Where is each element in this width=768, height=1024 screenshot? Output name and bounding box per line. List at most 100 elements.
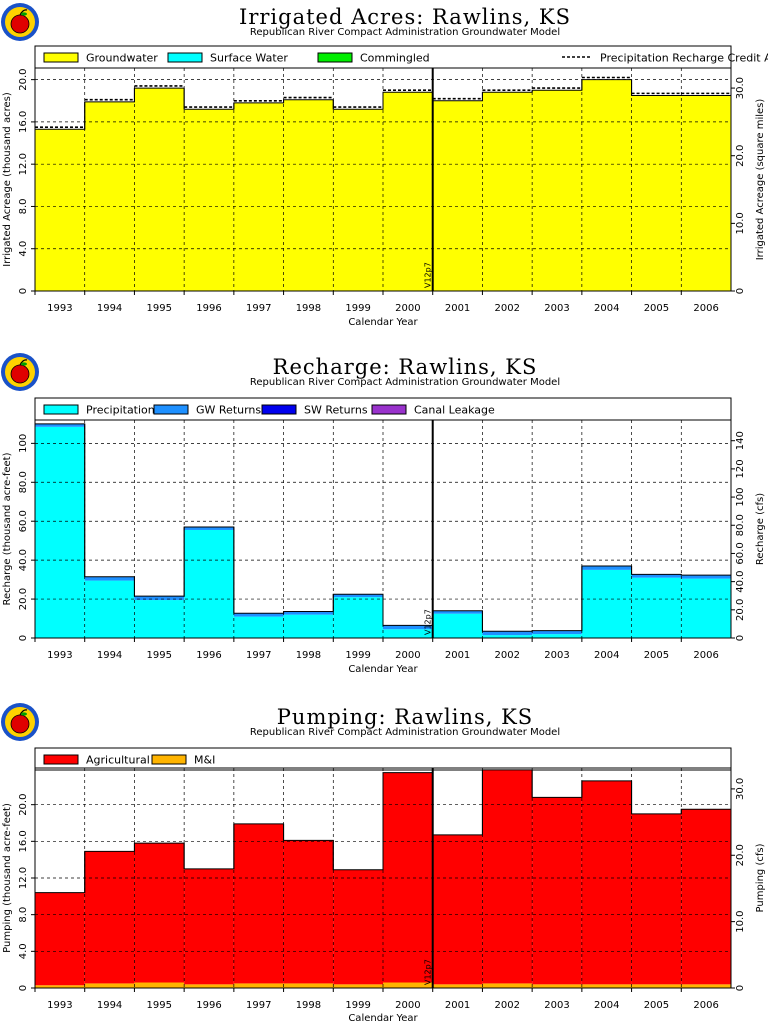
chart-subtitle: Republican River Compact Administration … bbox=[250, 27, 560, 38]
y2-axis-label: Irrigated Acreage (square miles) bbox=[755, 99, 766, 261]
bar-gw-returns bbox=[681, 575, 731, 579]
x-tick-label: 1997 bbox=[246, 650, 271, 661]
legend-swatch bbox=[167, 52, 203, 63]
x-tick-label: 2004 bbox=[594, 650, 619, 661]
bar-precipitation bbox=[581, 569, 632, 638]
bar-groundwater bbox=[184, 109, 234, 291]
y-tick-label: 20.0 bbox=[18, 794, 29, 816]
y2-tick-label: 80.0 bbox=[735, 514, 746, 536]
bar-precipitation bbox=[631, 577, 682, 638]
x-tick-label: 1994 bbox=[97, 303, 122, 314]
bar-gw-returns bbox=[184, 527, 234, 530]
chart-title: Pumping: Rawlins, KS bbox=[277, 705, 533, 729]
x-tick-label: 2005 bbox=[644, 1000, 669, 1011]
y-tick-label: 0 bbox=[18, 635, 29, 641]
version-marker-label: V12p7 bbox=[424, 262, 433, 288]
y-tick-label: 16.0 bbox=[18, 830, 29, 852]
bar-precipitation bbox=[35, 426, 85, 638]
y-tick-label: 0 bbox=[18, 985, 29, 991]
bar-agricultural bbox=[631, 813, 682, 985]
y2-tick-label: 30.0 bbox=[735, 778, 746, 800]
legend-label: Groundwater bbox=[86, 52, 158, 65]
x-tick-label: 1999 bbox=[345, 1000, 370, 1011]
legend-swatch bbox=[151, 754, 187, 765]
y-tick-label: 80.0 bbox=[18, 471, 29, 493]
legend-swatch bbox=[43, 52, 79, 63]
x-tick-label: 2002 bbox=[495, 303, 520, 314]
bar-precipitation bbox=[383, 629, 433, 638]
bar-m-i bbox=[184, 984, 234, 988]
bar-gw-returns bbox=[482, 631, 533, 636]
legend-swatch bbox=[43, 404, 79, 415]
x-tick-label: 1998 bbox=[296, 303, 321, 314]
bar-groundwater bbox=[581, 79, 632, 291]
x-tick-label: 2001 bbox=[445, 1000, 470, 1011]
bar-precipitation bbox=[532, 634, 582, 638]
bar-precipitation bbox=[283, 614, 334, 638]
logo-apple bbox=[10, 364, 30, 384]
bar-gw-returns bbox=[283, 611, 334, 615]
x-tick-label: 1998 bbox=[296, 1000, 321, 1011]
legend-label: Commingled bbox=[360, 52, 430, 65]
y-tick-label: 16.0 bbox=[18, 111, 29, 133]
bar-agricultural bbox=[283, 840, 334, 984]
bar-m-i bbox=[35, 985, 85, 988]
x-axis-label: Calendar Year bbox=[348, 317, 418, 328]
bar-m-i bbox=[233, 983, 284, 988]
bar-m-i bbox=[532, 984, 582, 988]
x-tick-label: 2003 bbox=[544, 1000, 569, 1011]
x-tick-label: 2002 bbox=[495, 650, 520, 661]
bar-agricultural bbox=[35, 892, 85, 986]
bar-m-i bbox=[581, 984, 632, 988]
bar-groundwater bbox=[35, 129, 85, 291]
bar-m-i bbox=[333, 984, 383, 988]
bar-gw-returns bbox=[631, 574, 682, 578]
bar-groundwater bbox=[333, 109, 383, 291]
y-tick-label: 12.0 bbox=[18, 153, 29, 175]
x-tick-label: 2003 bbox=[544, 650, 569, 661]
bar-precipitation bbox=[432, 613, 483, 638]
x-axis-label: Calendar Year bbox=[348, 1013, 418, 1024]
x-tick-label: 1994 bbox=[97, 1000, 122, 1011]
logo-stem bbox=[19, 359, 28, 366]
chart-subtitle: Republican River Compact Administration … bbox=[250, 377, 560, 388]
bar-gw-returns bbox=[134, 596, 185, 601]
x-tick-label: 1998 bbox=[296, 650, 321, 661]
y2-tick-label: 120 bbox=[735, 459, 746, 478]
bar-m-i bbox=[134, 982, 185, 988]
bar-precipitation bbox=[482, 635, 533, 638]
legend-label: Canal Leakage bbox=[414, 404, 495, 417]
x-tick-label: 2004 bbox=[594, 1000, 619, 1011]
bar-precipitation bbox=[681, 578, 731, 638]
bar-gw-returns bbox=[532, 630, 582, 635]
bar-groundwater bbox=[383, 92, 433, 291]
x-tick-label: 2005 bbox=[644, 303, 669, 314]
bar-gw-returns bbox=[84, 576, 135, 581]
legend-label: GW Returns bbox=[196, 404, 261, 417]
x-tick-label: 1994 bbox=[97, 650, 122, 661]
bar-m-i bbox=[631, 984, 682, 988]
bar-agricultural bbox=[681, 809, 731, 985]
x-tick-label: 1995 bbox=[147, 1000, 172, 1011]
x-tick-label: 1996 bbox=[196, 303, 221, 314]
chart-subtitle: Republican River Compact Administration … bbox=[250, 727, 560, 738]
y-tick-label: 4.0 bbox=[18, 241, 29, 257]
chart-title: Irrigated Acres: Rawlins, KS bbox=[239, 5, 571, 29]
bar-agricultural bbox=[184, 868, 234, 985]
y2-tick-label: 20.0 bbox=[735, 145, 746, 167]
x-tick-label: 2000 bbox=[395, 1000, 420, 1011]
bar-groundwater bbox=[134, 88, 185, 291]
y2-tick-label: 100 bbox=[735, 488, 746, 507]
chart-title: Recharge: Rawlins, KS bbox=[273, 355, 538, 379]
x-tick-label: 1996 bbox=[196, 1000, 221, 1011]
bar-groundwater bbox=[283, 99, 334, 291]
x-tick-label: 2000 bbox=[395, 650, 420, 661]
y-tick-label: 0 bbox=[18, 288, 29, 294]
bar-agricultural bbox=[84, 851, 135, 984]
y-tick-label: 60.0 bbox=[18, 510, 29, 532]
logo-stem bbox=[19, 9, 28, 16]
x-tick-label: 2005 bbox=[644, 650, 669, 661]
